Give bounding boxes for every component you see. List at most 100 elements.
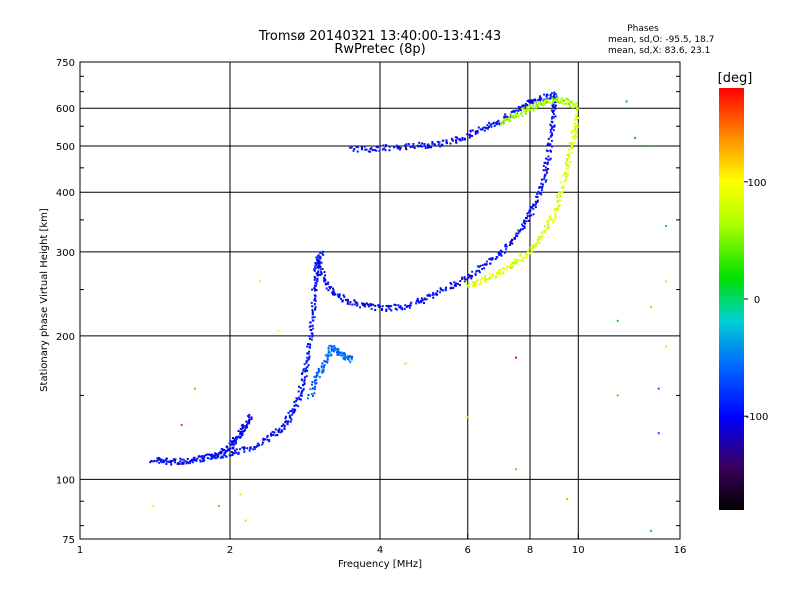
data-point — [538, 236, 541, 239]
data-point — [409, 146, 412, 149]
data-point — [464, 281, 467, 284]
data-point — [349, 355, 352, 358]
data-point — [455, 284, 458, 287]
data-point — [509, 241, 512, 244]
data-point — [508, 243, 511, 246]
data-point — [526, 108, 529, 111]
data-point — [575, 125, 578, 128]
data-point — [616, 394, 619, 397]
data-point — [339, 297, 342, 300]
data-point — [320, 261, 323, 264]
data-point — [174, 461, 177, 464]
data-point — [510, 113, 513, 116]
data-point — [563, 102, 566, 105]
data-point — [209, 457, 212, 460]
data-point — [404, 304, 407, 307]
data-point — [223, 452, 226, 455]
data-point — [307, 343, 310, 346]
data-point — [314, 379, 317, 382]
data-point — [319, 268, 322, 271]
data-point — [317, 267, 320, 270]
data-point — [518, 254, 521, 257]
data-point — [309, 388, 312, 391]
data-point — [394, 307, 397, 310]
data-point — [328, 287, 331, 290]
data-point — [170, 463, 173, 466]
data-point — [247, 415, 250, 418]
data-point — [249, 447, 252, 450]
data-point — [549, 143, 552, 146]
data-point — [522, 225, 525, 228]
data-point — [425, 298, 428, 301]
data-point — [152, 460, 155, 463]
data-point — [540, 178, 543, 181]
data-point — [552, 98, 555, 101]
data-point — [529, 101, 532, 104]
data-point — [438, 141, 441, 144]
data-point — [499, 124, 502, 127]
data-point — [293, 404, 296, 407]
data-point — [492, 122, 495, 125]
data-point — [378, 149, 381, 152]
data-point — [571, 130, 574, 133]
data-point — [483, 279, 486, 282]
data-point — [478, 265, 481, 268]
data-point — [405, 148, 408, 151]
data-point — [509, 119, 512, 122]
data-point — [528, 104, 531, 107]
data-point — [248, 422, 251, 425]
data-point — [303, 363, 306, 366]
data-point — [555, 98, 558, 101]
data-point — [398, 306, 401, 309]
data-point — [313, 316, 316, 319]
data-point — [625, 100, 628, 103]
data-point — [314, 308, 317, 311]
data-point — [340, 354, 343, 357]
data-point — [500, 122, 503, 125]
data-point — [439, 291, 442, 294]
data-point — [323, 359, 326, 362]
data-point — [575, 132, 578, 135]
data-point — [523, 109, 526, 112]
data-point — [191, 458, 194, 461]
data-point — [571, 100, 574, 103]
data-point — [436, 140, 439, 143]
data-point — [553, 106, 556, 109]
data-point — [332, 289, 335, 292]
data-point — [369, 303, 372, 306]
data-point — [476, 279, 479, 282]
data-point — [544, 169, 547, 172]
data-point — [575, 102, 578, 105]
data-point — [574, 105, 577, 108]
data-point — [157, 459, 160, 462]
data-point — [496, 272, 499, 275]
data-point — [343, 352, 346, 355]
data-point — [529, 246, 532, 249]
data-point — [412, 145, 415, 148]
data-point — [261, 443, 264, 446]
data-point — [294, 403, 297, 406]
data-point — [506, 117, 509, 120]
data-point — [650, 529, 653, 532]
data-point — [407, 143, 410, 146]
data-point — [508, 120, 511, 123]
data-point — [552, 99, 555, 102]
colorbar-tick-label: 0 — [754, 295, 760, 306]
data-point — [534, 243, 537, 246]
data-point — [318, 274, 321, 277]
data-point — [307, 364, 310, 367]
data-point — [243, 428, 246, 431]
data-point — [340, 351, 343, 354]
data-point — [225, 449, 228, 452]
data-point — [316, 274, 319, 277]
data-point — [522, 256, 525, 259]
data-point — [523, 225, 526, 228]
data-point — [516, 235, 519, 238]
data-point — [483, 263, 486, 266]
data-point — [555, 196, 558, 199]
data-point — [544, 180, 547, 183]
data-point — [430, 146, 433, 149]
data-point — [564, 98, 567, 101]
data-point — [499, 249, 502, 252]
data-point — [552, 113, 555, 116]
